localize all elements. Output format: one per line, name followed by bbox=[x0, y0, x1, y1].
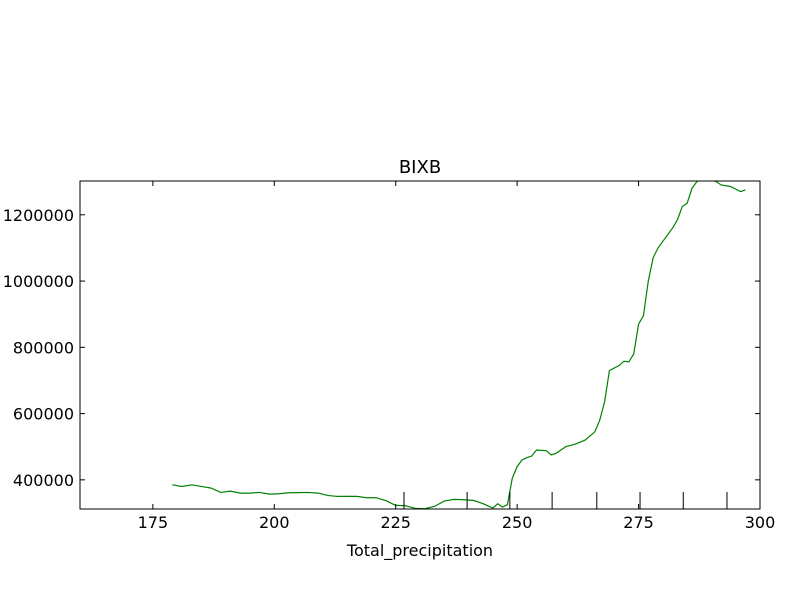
x-tick-label: 300 bbox=[745, 513, 776, 532]
x-tick-label: 225 bbox=[380, 513, 411, 532]
y-tick-label: 1200000 bbox=[3, 206, 74, 225]
y-tick-label: 400000 bbox=[13, 471, 74, 490]
data-line bbox=[172, 181, 746, 509]
x-tick-label: 250 bbox=[502, 513, 533, 532]
chart-title: BIXB bbox=[399, 157, 441, 178]
x-tick-label: 175 bbox=[138, 513, 169, 532]
y-tick-label: 1000000 bbox=[3, 272, 74, 291]
x-tick-label: 200 bbox=[259, 513, 290, 532]
x-axis-label: Total_precipitation bbox=[346, 541, 493, 561]
plot-area bbox=[172, 181, 746, 509]
axes-frame bbox=[79, 180, 761, 510]
y-tick-label: 600000 bbox=[13, 405, 74, 424]
y-tick-label: 800000 bbox=[13, 338, 74, 357]
x-tick-label: 275 bbox=[623, 513, 654, 532]
